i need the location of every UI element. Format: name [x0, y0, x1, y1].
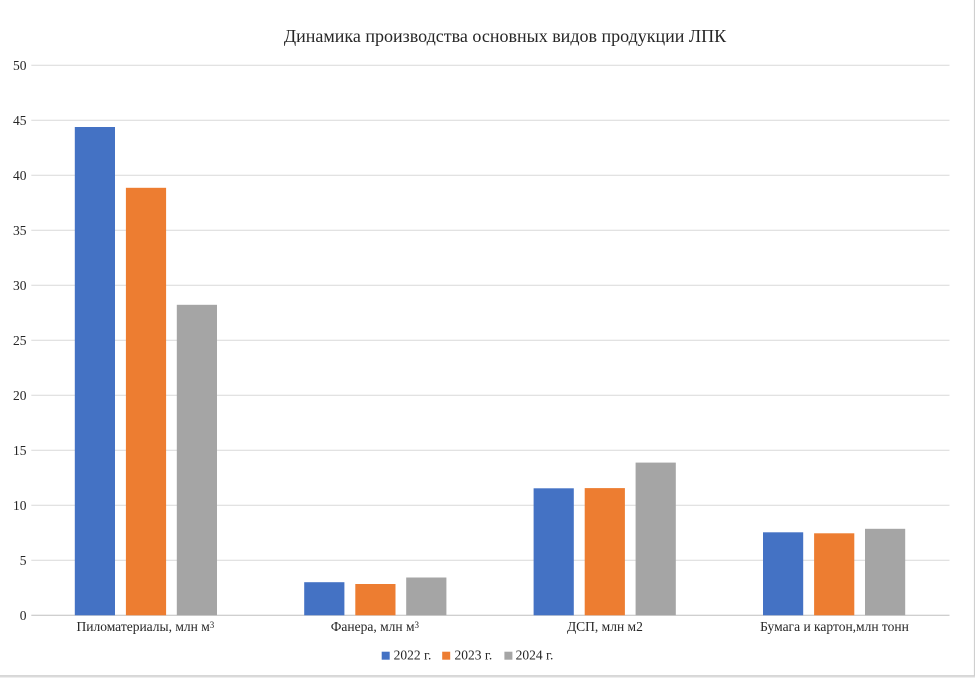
- svg-text:Фанера, млн м3: Фанера, млн м3: [331, 619, 420, 634]
- svg-text:50: 50: [13, 58, 27, 73]
- svg-text:20: 20: [13, 388, 27, 403]
- svg-text:10: 10: [13, 498, 27, 513]
- svg-text:40: 40: [13, 168, 27, 183]
- svg-text:0: 0: [20, 608, 27, 623]
- svg-text:ДСП, млн м2: ДСП, млн м2: [567, 619, 643, 634]
- svg-text:35: 35: [13, 223, 27, 238]
- svg-text:25: 25: [13, 333, 27, 348]
- svg-text:Бумага и картон,млн тонн: Бумага и картон,млн тонн: [760, 619, 909, 634]
- svg-text:15: 15: [13, 443, 27, 458]
- svg-text:30: 30: [13, 278, 27, 293]
- svg-text:45: 45: [13, 113, 27, 128]
- svg-text:Динамика производства основных: Динамика производства основных видов про…: [284, 26, 727, 46]
- svg-text:Пиломатериалы, млн м3: Пиломатериалы, млн м3: [77, 619, 215, 634]
- svg-text:2022 г.: 2022 г.: [394, 648, 432, 663]
- svg-text:2023 г.: 2023 г.: [455, 648, 493, 663]
- svg-text:5: 5: [20, 553, 27, 568]
- svg-text:2024 г.: 2024 г.: [516, 648, 554, 663]
